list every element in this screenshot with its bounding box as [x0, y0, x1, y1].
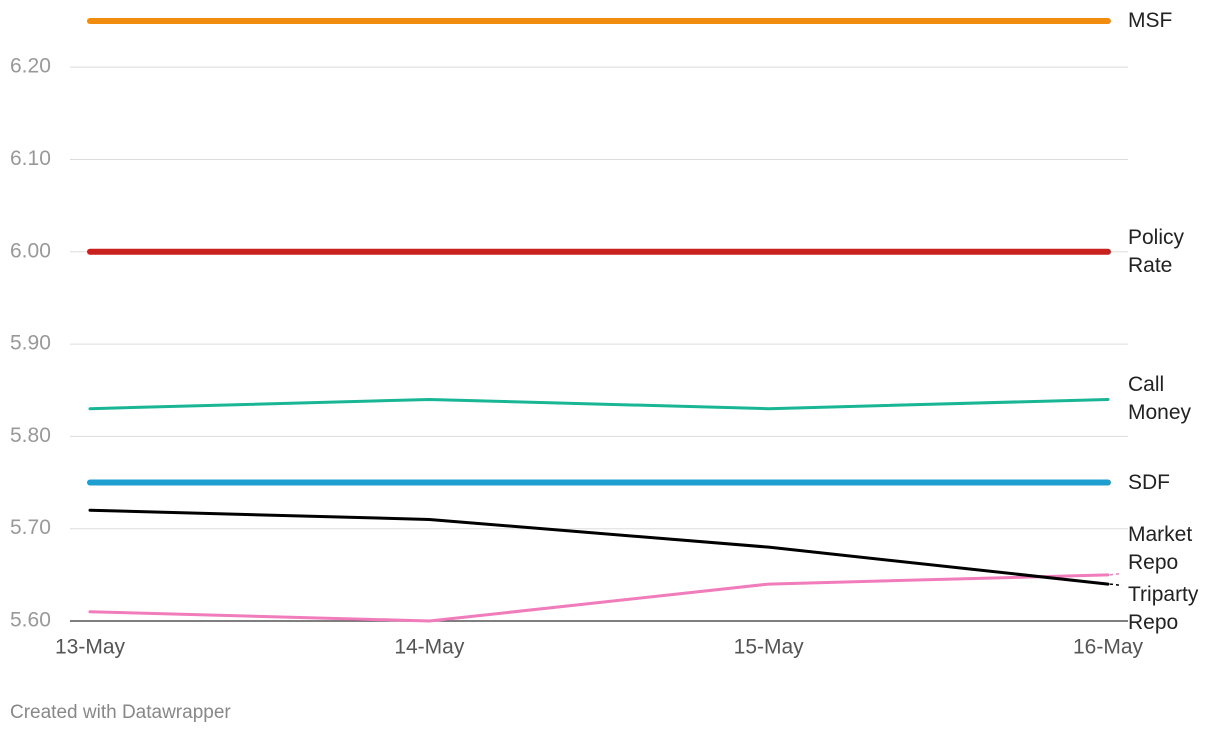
- series-line: [88, 397, 1110, 411]
- series-label: Call Money: [1128, 373, 1192, 425]
- x-tick-label: 14-May: [394, 636, 465, 659]
- y-tick-label: 6.00: [10, 239, 51, 262]
- y-tick-label: 5.90: [10, 332, 51, 355]
- series-label: Triparty Repo: [1128, 583, 1199, 635]
- y-tick-label: 6.20: [10, 55, 51, 78]
- y-tick-label: 5.60: [10, 609, 51, 632]
- x-tick-label: 15-May: [734, 636, 805, 659]
- y-tick-label: 5.80: [10, 424, 51, 447]
- series-line: [88, 508, 1110, 586]
- x-tick-label: 13-May: [55, 636, 126, 659]
- series-label: Policy Rate: [1128, 225, 1185, 277]
- y-tick-label: 5.70: [10, 516, 51, 539]
- x-tick-label: 16-May: [1073, 636, 1144, 659]
- series-line: [88, 573, 1110, 623]
- label-connector: [1109, 583, 1123, 587]
- series-label: Market Repo: [1128, 523, 1193, 575]
- footer: Created with Datawrapper: [10, 702, 231, 723]
- label-connector: [1109, 572, 1123, 576]
- series-label: MSF: [1128, 9, 1173, 32]
- y-tick-label: 6.10: [10, 147, 51, 170]
- series-label: SDF: [1128, 470, 1170, 494]
